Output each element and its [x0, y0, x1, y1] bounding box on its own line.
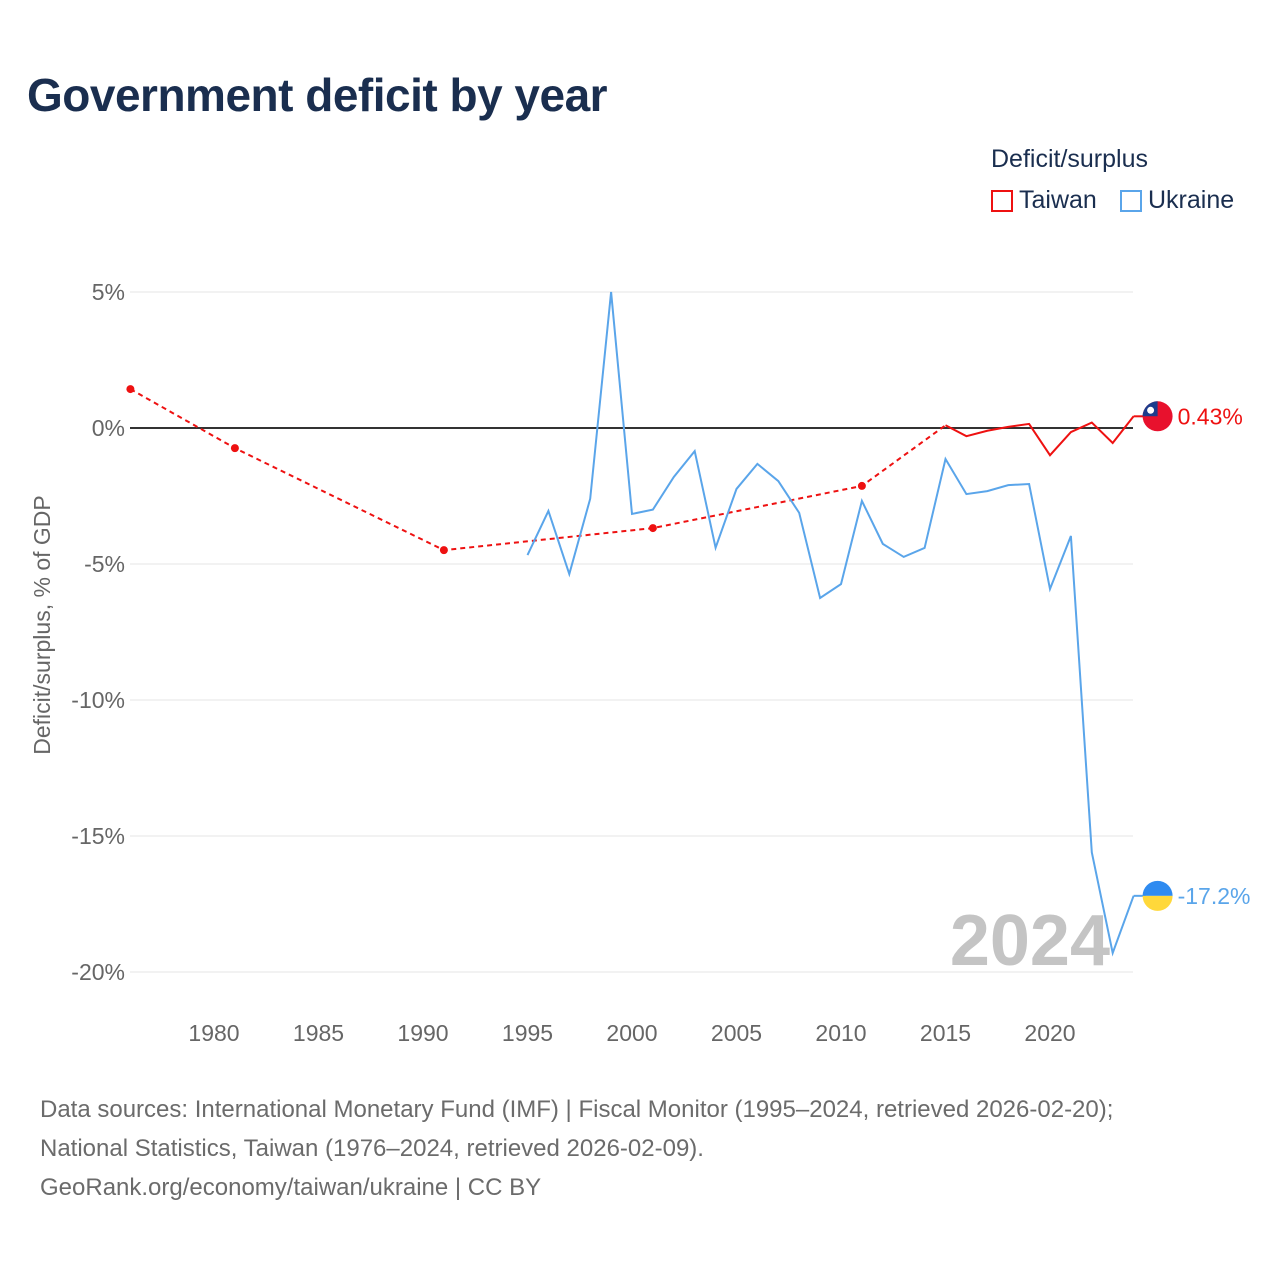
legend-swatch-ukraine [1120, 189, 1142, 212]
y-tick-label: -20% [71, 959, 125, 985]
legend-item-taiwan[interactable]: Taiwan [991, 186, 1097, 215]
x-tick-label: 1990 [397, 1020, 448, 1046]
taiwan-flag-sun [1147, 406, 1155, 414]
x-tick-label: 2010 [815, 1020, 866, 1046]
x-tick-label: 2005 [711, 1020, 762, 1046]
y-tick-label: -5% [84, 551, 125, 577]
legend-swatch-taiwan [991, 189, 1013, 212]
x-tick-label: 1985 [293, 1020, 344, 1046]
legend-item-ukraine[interactable]: Ukraine [1120, 186, 1234, 215]
y-tick-label: 5% [92, 279, 125, 305]
taiwan-dashed-line [129, 388, 947, 552]
ukraine-flag-icon [1142, 880, 1173, 896]
legend-title: Deficit/surplus [991, 145, 1148, 173]
ukraine-flag-yellow [1142, 895, 1173, 911]
taiwan-point [439, 546, 448, 555]
x-tick-label: 2000 [606, 1020, 657, 1046]
x-tick-label: 1995 [502, 1020, 553, 1046]
taiwan-point [857, 481, 866, 490]
source-line: National Statistics, Taiwan (1976–2024, … [40, 1135, 704, 1162]
x-tick-label: 2020 [1024, 1020, 1075, 1046]
source-link[interactable]: GeoRank.org/economy/taiwan/ukraine | CC … [40, 1174, 542, 1201]
y-tick-label: -10% [71, 687, 125, 713]
year-watermark: 2024 [950, 901, 1110, 981]
ukraine-line [526, 291, 1135, 957]
source-line: Data sources: International Monetary Fun… [40, 1096, 1114, 1123]
taiwan-line [945, 415, 1135, 457]
chart-title: Government deficit by year [27, 69, 608, 121]
taiwan-point [126, 385, 135, 394]
x-tick-label: 1980 [188, 1020, 239, 1046]
taiwan-end-label: 0.43% [1178, 403, 1243, 429]
y-axis-label: Deficit/surplus, % of GDP [29, 495, 55, 754]
y-tick-label: -15% [71, 823, 125, 849]
taiwan-point [648, 524, 657, 533]
sources: Data sources: International Monetary Fun… [40, 1090, 1113, 1207]
ukraine-end-label: -17.2% [1178, 883, 1251, 909]
taiwan-point [230, 444, 239, 453]
x-tick-label: 2015 [920, 1020, 971, 1046]
legend-label-ukraine: Ukraine [1148, 186, 1235, 214]
y-tick-label: 0% [92, 415, 125, 441]
legend-label-taiwan: Taiwan [1019, 186, 1097, 214]
